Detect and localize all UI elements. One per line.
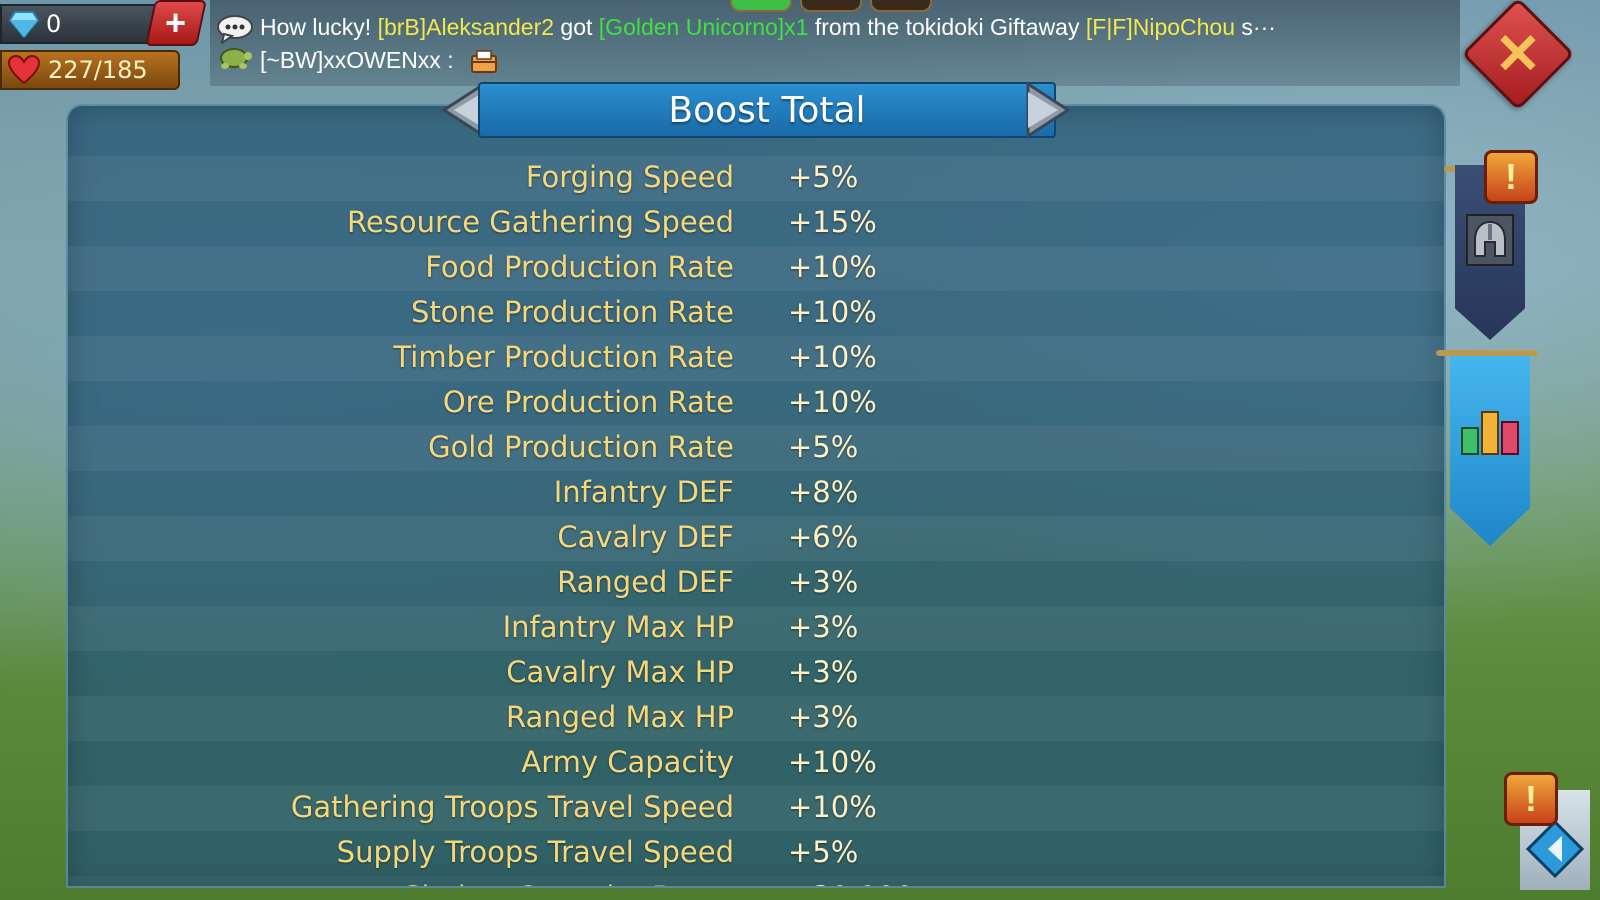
page-dot-active [730, 0, 792, 12]
boost-label: Cavalry Max HP [506, 655, 734, 689]
boost-value: +3% [788, 655, 859, 689]
boost-value: +10% [788, 250, 877, 284]
boost-value: +10% [788, 790, 877, 824]
chat-suffix: s··· [1235, 14, 1276, 40]
boost-value: +5% [788, 835, 859, 869]
boost-value: +10% [788, 295, 877, 329]
boost-row: Supply Troops Travel Speed +5% [68, 831, 1444, 876]
chat-prefix: How lucky! [260, 14, 378, 40]
boost-value: +30,000 [788, 880, 914, 886]
plus-icon: + [165, 2, 187, 43]
chat-ticker[interactable]: How lucky! [brB]Aleksander2 got [Golden … [210, 0, 1460, 86]
stamina-counter: 227/185 [0, 50, 180, 90]
boost-row: Ranged Max HP +3% [68, 696, 1444, 741]
boost-list[interactable]: Forging Speed +5% Resource Gathering Spee… [68, 156, 1444, 886]
stats-bars-icon [1458, 398, 1524, 464]
banner-rod [1436, 350, 1538, 356]
chat-sender: [~BW]xxOWENxx : [260, 47, 454, 73]
chat-mid-1: got [554, 14, 599, 40]
boost-label: Gold Production Rate [428, 430, 734, 464]
gems-counter: 0 [0, 4, 170, 44]
panel-title-bar: Boost Total [478, 82, 1056, 138]
boost-row: Forging Speed +5% [68, 156, 1444, 201]
boost-label: Timber Production Rate [393, 340, 734, 374]
turtle-icon [216, 44, 252, 70]
stamina-value: 227/185 [48, 56, 148, 84]
close-button[interactable]: ✕ [1461, 0, 1575, 111]
boost-row: Infantry DEF +8% [68, 471, 1444, 516]
boost-value: +3% [788, 700, 859, 734]
boost-value: +15% [788, 205, 877, 239]
boost-row: Timber Production Rate +10% [68, 336, 1444, 381]
boost-label: Gathering Troops Travel Speed [290, 790, 734, 824]
boost-label: Food Production Rate [425, 250, 734, 284]
boost-row: Gold Production Rate +5% [68, 426, 1444, 471]
alert-icon[interactable]: ! [1484, 150, 1538, 204]
boost-label: Shelter Capacity Boost [403, 880, 734, 886]
gem-icon [8, 8, 40, 40]
chat-message-2: [~BW]xxOWENxx : [260, 47, 498, 74]
boost-row: Infantry Max HP +3% [68, 606, 1444, 651]
boost-label: Cavalry DEF [557, 520, 734, 554]
boost-row: Ranged DEF +3% [68, 561, 1444, 606]
boost-value: +6% [788, 520, 859, 554]
boost-row: Food Production Rate +10% [68, 246, 1444, 291]
boost-row: Shelter Capacity Boost +30,000 [68, 876, 1444, 886]
helmet-icon[interactable] [1466, 214, 1514, 266]
boost-row: Stone Production Rate +10% [68, 291, 1444, 336]
boost-value: +10% [788, 340, 877, 374]
boost-label: Ranged Max HP [505, 700, 734, 734]
boost-label: Infantry Max HP [502, 610, 734, 644]
corner-arrow-icon[interactable] [1524, 818, 1586, 880]
boost-row: Gathering Troops Travel Speed +10% [68, 786, 1444, 831]
boost-label: Stone Production Rate [411, 295, 734, 329]
boost-label: Infantry DEF [553, 475, 734, 509]
chat-item: [Golden Unicorno]x1 [598, 14, 809, 40]
page-indicator [730, 0, 932, 12]
boost-value: +3% [788, 565, 859, 599]
close-icon: ✕ [1494, 22, 1542, 85]
boost-row: Cavalry Max HP +3% [68, 651, 1444, 696]
boost-label: Ore Production Rate [442, 385, 734, 419]
heart-icon [6, 52, 42, 88]
boost-label: Forging Speed [525, 160, 734, 194]
boost-value: +3% [788, 610, 859, 644]
page-title: Boost Total [668, 89, 866, 131]
arrow-right-icon[interactable] [1012, 80, 1072, 140]
boost-panel: Forging Speed +5% Resource Gathering Spee… [66, 104, 1446, 888]
chat-player: [brB]Aleksander2 [377, 14, 555, 40]
boost-row: Ore Production Rate +10% [68, 381, 1444, 426]
boost-value: +8% [788, 475, 859, 509]
boost-label: Resource Gathering Speed [347, 205, 734, 239]
boost-label: Supply Troops Travel Speed [336, 835, 734, 869]
boost-row: Cavalry DEF +6% [68, 516, 1444, 561]
boost-value: +5% [788, 430, 859, 464]
boost-value: +10% [788, 385, 877, 419]
page-dot [800, 0, 862, 12]
boost-row: Army Capacity +10% [68, 741, 1444, 786]
boost-value: +10% [788, 745, 877, 779]
gems-value: 0 [46, 10, 62, 38]
chat-player-2: [F|F]NipoChou [1085, 14, 1236, 40]
boost-value: +5% [788, 160, 859, 194]
chat-bubble-icon[interactable] [216, 14, 254, 46]
boost-label: Army Capacity [521, 745, 734, 779]
page-dot [870, 0, 932, 12]
boost-row: Resource Gathering Speed +15% [68, 201, 1444, 246]
mail-icon [470, 50, 498, 74]
chat-mid-2: from the tokidoki Giftaway [808, 14, 1086, 40]
add-gems-button[interactable]: + [145, 0, 207, 46]
chat-message-1: How lucky! [brB]Aleksander2 got [Golden … [260, 14, 1276, 41]
alert-icon[interactable]: ! [1504, 772, 1558, 826]
boost-label: Ranged DEF [557, 565, 734, 599]
